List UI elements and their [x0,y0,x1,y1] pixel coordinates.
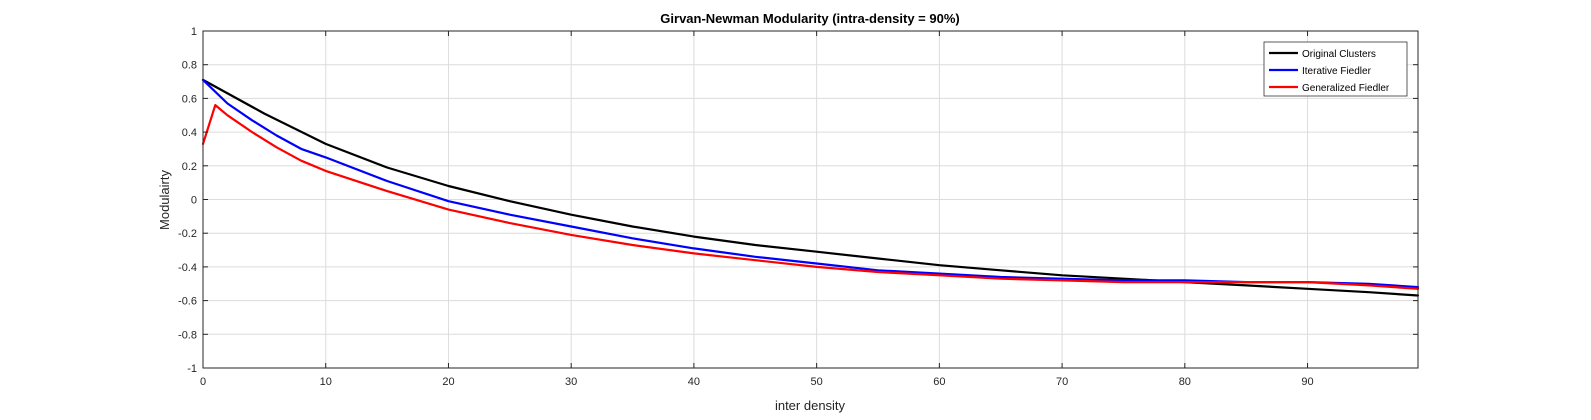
x-tick-label: 60 [933,376,945,388]
x-tick-label: 70 [1056,376,1068,388]
series-lines [201,78,1420,297]
x-tick-label: 50 [811,376,823,388]
legend: Original Clusters Iterative Fiedler Genera… [1263,41,1408,97]
y-tick-label: -0.6 [178,296,197,308]
y-tick-label: 0.6 [182,93,197,105]
series-line-iterative-fiedler [201,78,1420,289]
series-line-generalized-fiedler [201,103,1420,290]
y-tick-label: 0.8 [182,60,197,72]
x-tick-label: 30 [565,376,577,388]
legend-label-generalized-fiedler: Generalized Fiedler [1302,83,1390,94]
y-tick-label: 0.4 [182,127,197,139]
series-line-original-clusters [201,78,1420,297]
x-tick-label: 10 [320,376,332,388]
y-tick-label: -0.2 [178,228,197,240]
x-tick-label: 0 [200,376,206,388]
legend-label-iterative-fiedler: Iterative Fiedler [1302,66,1372,77]
x-axis-label: inter density [775,398,846,413]
x-tick-label: 40 [688,376,700,388]
y-tick-label: -0.4 [178,262,197,274]
axis-ticks: 0 10 20 30 40 50 60 70 80 90 -1 -0.8 -0.6 -0.4 -0.2 0 0.… [178,26,1418,388]
y-axis-label: Modulairty [157,170,172,230]
y-tick-label: 0.2 [182,161,197,173]
x-tick-label: 20 [442,376,454,388]
legend-label-original-clusters: Original Clusters [1302,49,1376,60]
y-tick-label: 0 [191,195,197,207]
y-tick-label: -0.8 [178,329,197,341]
x-tick-label: 90 [1301,376,1313,388]
y-tick-label: -1 [187,363,197,375]
chart-title: Girvan-Newman Modularity (intra-density … [660,11,959,26]
x-tick-label: 80 [1179,376,1191,388]
y-tick-label: 1 [191,26,197,38]
